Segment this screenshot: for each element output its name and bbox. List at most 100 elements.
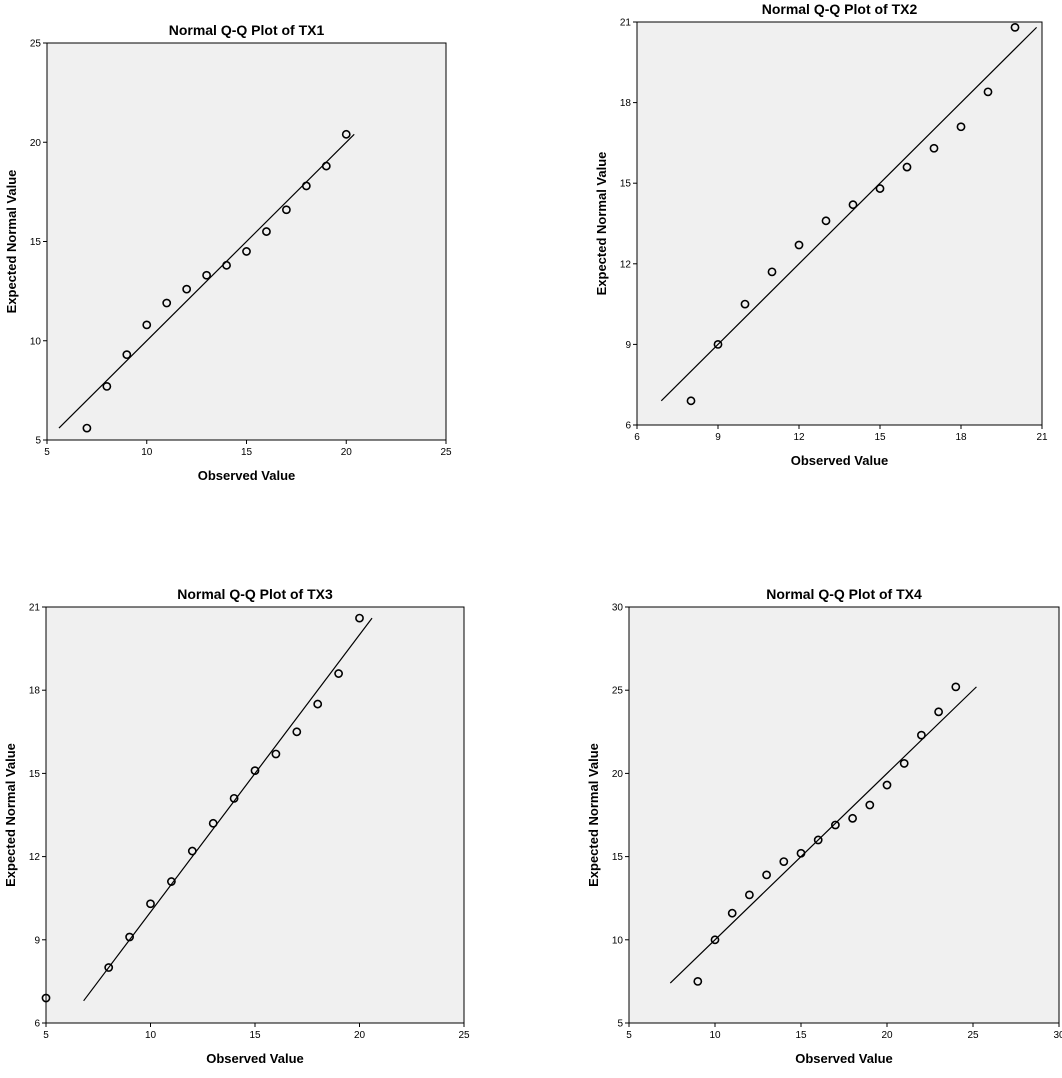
data-point	[321, 161, 331, 171]
y-tick-label: 21	[620, 18, 632, 29]
plot-area	[45, 606, 465, 1024]
data-point	[341, 129, 351, 139]
x-tick-label: 15	[249, 1030, 261, 1041]
data-point	[821, 216, 831, 226]
x-axis-label: Observed Value	[206, 1051, 304, 1066]
x-tick-label: 5	[626, 1030, 632, 1041]
qq-plot-4: Normal Q-Q Plot of TX4 5 10 15 20 25 30 5 10 15 20…	[586, 586, 1062, 1066]
x-tick-label: 15	[795, 1030, 807, 1041]
x-tick-label: 12	[793, 432, 805, 443]
y-tick-label: 15	[620, 179, 632, 190]
data-point	[875, 184, 885, 193]
x-tick-label: 15	[874, 432, 886, 443]
y-tick-label: 15	[612, 852, 624, 863]
data-point	[162, 298, 172, 308]
data-point	[166, 877, 176, 886]
y-tick-label: 20	[30, 138, 42, 149]
y-tick-label: 21	[29, 603, 41, 614]
y-axis-label: Expected Normal Value	[594, 152, 609, 296]
data-point	[902, 162, 912, 172]
data-point	[125, 932, 135, 942]
data-point	[813, 835, 823, 845]
x-tick-label: 20	[881, 1030, 893, 1041]
chart-title: Normal Q-Q Plot of TX3	[177, 586, 333, 602]
x-tick-label: 18	[955, 432, 967, 443]
chart-title: Normal Q-Q Plot of TX4	[766, 586, 922, 602]
y-tick-label: 12	[620, 259, 632, 270]
y-axis-label: Expected Normal Value	[586, 743, 601, 887]
y-tick-label: 9	[625, 340, 631, 351]
x-tick-label: 6	[634, 432, 640, 443]
qq-plot-3: Normal Q-Q Plot of TX3 5 10 15 20 25 6 9 12 15 18 2…	[3, 586, 470, 1066]
x-tick-label: 10	[141, 447, 153, 458]
data-point	[767, 267, 777, 277]
x-tick-label: 10	[145, 1030, 157, 1041]
x-tick-label: 9	[715, 432, 721, 443]
data-point	[104, 963, 114, 972]
x-axis-label: Observed Value	[198, 468, 296, 483]
data-point	[882, 780, 892, 790]
data-point	[899, 759, 909, 768]
y-axis-label: Expected Normal Value	[3, 743, 18, 887]
x-tick-label: 5	[43, 1030, 49, 1041]
data-point	[182, 284, 192, 294]
reference-line	[83, 617, 373, 1002]
data-point	[794, 240, 804, 250]
data-point	[82, 423, 92, 433]
data-point	[102, 382, 112, 391]
data-point	[142, 320, 152, 330]
data-point	[281, 205, 291, 215]
y-tick-label: 15	[29, 769, 41, 780]
data-point	[929, 143, 939, 153]
x-tick-label: 30	[1053, 1030, 1062, 1041]
data-point	[713, 339, 723, 349]
y-tick-label: 12	[29, 852, 41, 863]
reference-line	[660, 26, 1038, 402]
data-point	[292, 727, 302, 737]
data-point	[122, 350, 132, 360]
data-point	[848, 813, 857, 823]
x-tick-label: 21	[1036, 432, 1048, 443]
data-point	[762, 870, 771, 880]
y-tick-label: 10	[612, 935, 624, 946]
x-tick-label: 10	[709, 1030, 721, 1041]
y-tick-label: 30	[612, 603, 624, 614]
data-point	[745, 890, 754, 900]
x-tick-label: 20	[354, 1030, 366, 1041]
data-point	[740, 299, 750, 309]
data-point	[262, 227, 271, 236]
x-tick-label: 5	[44, 447, 50, 458]
data-point	[202, 270, 211, 280]
data-point	[229, 793, 239, 803]
data-point	[779, 857, 789, 866]
data-point	[710, 935, 720, 945]
y-axis-label: Expected Normal Value	[4, 170, 19, 314]
data-point	[1010, 22, 1020, 32]
data-point	[187, 846, 197, 856]
y-tick-label: 18	[29, 686, 41, 697]
data-point	[831, 820, 840, 830]
chart-title: Normal Q-Q Plot of TX2	[762, 1, 918, 17]
data-point	[727, 908, 737, 918]
y-tick-label: 9	[34, 935, 40, 946]
y-tick-label: 5	[35, 436, 41, 447]
y-tick-label: 15	[30, 237, 42, 248]
data-point	[917, 730, 926, 740]
data-point	[334, 669, 343, 678]
data-point	[222, 260, 231, 270]
data-point	[301, 181, 311, 191]
data-point	[250, 766, 260, 776]
data-point	[796, 848, 806, 858]
chart-title: Normal Q-Q Plot of TX1	[169, 22, 325, 38]
data-point	[951, 682, 961, 692]
y-tick-label: 5	[617, 1019, 623, 1030]
x-tick-label: 15	[241, 447, 253, 458]
y-tick-label: 25	[612, 686, 624, 697]
x-axis-label: Observed Value	[791, 453, 889, 468]
y-tick-label: 18	[620, 98, 632, 109]
data-point	[693, 977, 703, 986]
data-point	[355, 613, 364, 623]
data-point	[208, 818, 218, 828]
x-tick-label: 25	[440, 447, 452, 458]
